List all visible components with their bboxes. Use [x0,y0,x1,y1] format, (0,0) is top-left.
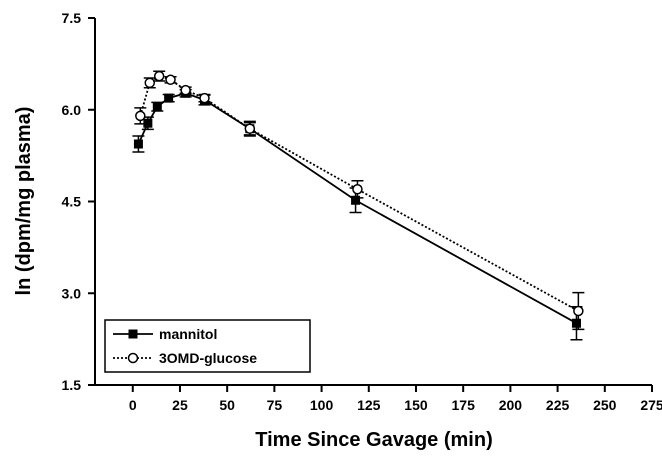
marker [165,74,176,86]
legend-label: mannitol [159,326,217,342]
x-tick-label: 250 [593,397,617,413]
marker [135,110,146,122]
x-tick-label: 25 [172,397,188,413]
y-tick-label: 1.5 [62,377,82,393]
marker [199,92,210,104]
marker [127,352,139,364]
marker [128,329,138,339]
marker [573,305,584,317]
marker [571,318,581,328]
marker [244,123,256,134]
marker [133,139,143,149]
series-line [137,92,577,325]
y-tick-label: 7.5 [62,10,82,26]
marker [352,184,363,195]
x-tick-label: 50 [219,397,235,413]
marker [164,93,174,103]
legend-label: 3OMD-glucose [159,350,257,366]
x-tick-label: 175 [452,397,476,413]
x-tick-label: 200 [499,397,523,413]
y-axis-label: ln (dpm/mg plasma) [13,107,35,296]
marker [152,102,162,112]
x-tick-label: 125 [357,397,381,413]
x-tick-label: 225 [546,397,570,413]
x-tick-label: 275 [640,397,662,413]
marker [180,84,191,96]
legend-box [104,319,311,373]
x-tick-label: 100 [310,397,334,413]
y-tick-label: 4.5 [62,194,82,210]
marker [351,195,361,205]
x-tick-label: 150 [404,397,428,413]
marker [153,70,165,82]
x-tick-label: 75 [267,397,283,413]
x-axis-label: Time Since Gavage (min) [255,429,493,451]
marker [143,118,153,128]
marker [144,77,156,89]
x-tick-label: 0 [129,397,137,413]
y-tick-label: 3.0 [62,285,82,301]
y-tick-label: 6.0 [62,102,82,118]
